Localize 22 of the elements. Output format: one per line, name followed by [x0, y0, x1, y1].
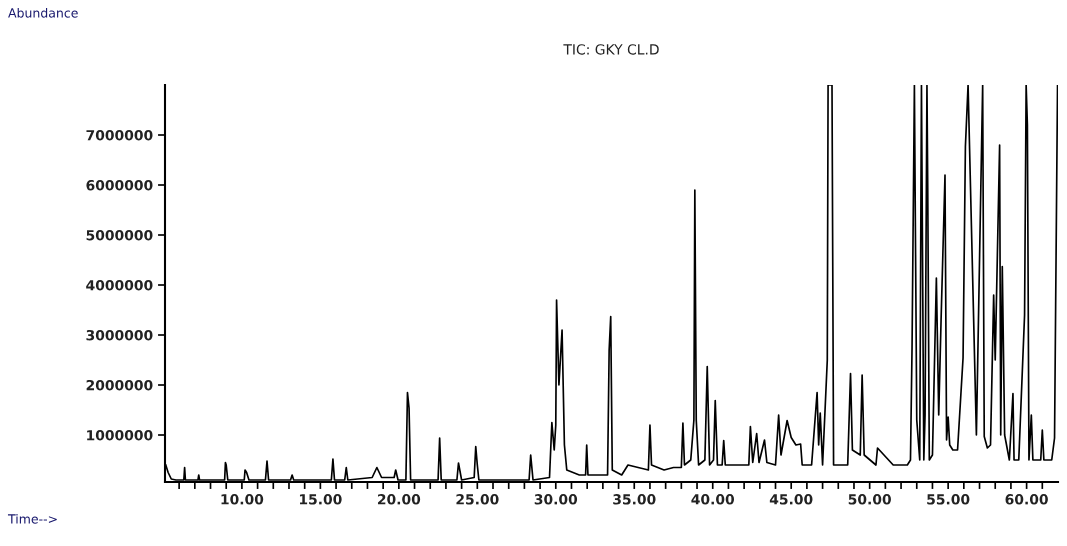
- y-tick-label: 7000000: [86, 129, 153, 141]
- text: Abundance: [8, 7, 78, 18]
- chart-title: TIC: GKY CL.D: [563, 44, 659, 55]
- x-tick-label: 25.00: [456, 494, 499, 505]
- x-tick-label: 60.00: [1005, 494, 1048, 505]
- line-series: [165, 85, 1058, 481]
- y-tick-label: 1000000: [87, 429, 153, 441]
- y-tick-label: 6000000: [86, 179, 153, 191]
- x-tick-label: 40.00: [691, 494, 735, 505]
- x-tick-label: 15.00: [299, 494, 342, 505]
- x-tick-label: 20.00: [377, 494, 421, 505]
- x-tick-label: 10.00: [221, 494, 264, 505]
- x-tick-label: 50.00: [848, 494, 891, 505]
- x-tick-label: 30.00: [534, 494, 578, 505]
- x-axis-title: Time-->: [7, 513, 57, 524]
- y-tick-label: 4000000: [86, 279, 153, 291]
- y-tick-label: 5000000: [86, 229, 153, 241]
- x-tick-label: 35.00: [613, 494, 656, 505]
- x-tick-label: 45.00: [769, 494, 813, 505]
- x-tick-label: 55.00: [927, 494, 970, 505]
- y-tick-label: 3000000: [86, 329, 153, 341]
- y-tick-label: 2000000: [86, 379, 153, 391]
